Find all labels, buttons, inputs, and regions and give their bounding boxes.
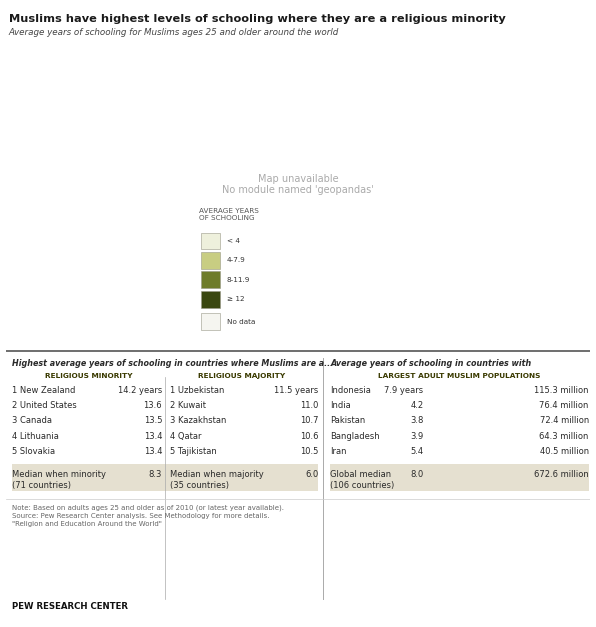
Text: Map unavailable
No module named 'geopandas': Map unavailable No module named 'geopand…	[222, 174, 374, 195]
Text: Average years of schooling in countries with: Average years of schooling in countries …	[330, 359, 532, 368]
Text: 3.8: 3.8	[410, 416, 424, 426]
Text: 4 Lithuania: 4 Lithuania	[12, 431, 58, 441]
Text: 40.5 million: 40.5 million	[540, 447, 589, 456]
FancyBboxPatch shape	[330, 463, 589, 491]
Text: 1 New Zealand: 1 New Zealand	[12, 386, 75, 395]
Text: 7.9 years: 7.9 years	[384, 386, 424, 395]
Text: 13.6: 13.6	[144, 401, 162, 410]
Text: Muslims have highest levels of schooling where they are a religious minority: Muslims have highest levels of schooling…	[9, 14, 505, 24]
Text: 64.3 million: 64.3 million	[539, 431, 589, 441]
Text: 5 Slovakia: 5 Slovakia	[12, 447, 55, 456]
Text: Note: Based on adults ages 25 and older as of 2010 (or latest year available).
S: Note: Based on adults ages 25 and older …	[12, 504, 284, 527]
Text: 10.5: 10.5	[300, 447, 318, 456]
Text: LARGEST ADULT MUSLIM POPULATIONS: LARGEST ADULT MUSLIM POPULATIONS	[378, 373, 541, 379]
Text: 5.4: 5.4	[411, 447, 424, 456]
Text: 14.2 years: 14.2 years	[118, 386, 162, 395]
Text: PEW RESEARCH CENTER: PEW RESEARCH CENTER	[12, 602, 128, 611]
Text: 6.0: 6.0	[305, 470, 318, 480]
Text: 1 Uzbekistan: 1 Uzbekistan	[170, 386, 224, 395]
Text: 13.4: 13.4	[144, 447, 162, 456]
Text: Median when minority
(71 countries): Median when minority (71 countries)	[12, 470, 106, 490]
Text: 672.6 million: 672.6 million	[534, 470, 589, 480]
Text: 2 United States: 2 United States	[12, 401, 76, 410]
FancyBboxPatch shape	[165, 463, 318, 491]
Text: Bangladesh: Bangladesh	[330, 431, 380, 441]
Text: India: India	[330, 401, 351, 410]
Text: 8.0: 8.0	[410, 470, 424, 480]
Text: 11.5 years: 11.5 years	[274, 386, 318, 395]
FancyBboxPatch shape	[12, 463, 165, 491]
Text: 13.5: 13.5	[144, 416, 162, 426]
Text: Average years of schooling for Muslims ages 25 and older around the world: Average years of schooling for Muslims a…	[9, 28, 339, 37]
Text: RELIGIOUS MAJORITY: RELIGIOUS MAJORITY	[198, 373, 285, 379]
Text: 11.0: 11.0	[300, 401, 318, 410]
Text: 3 Canada: 3 Canada	[12, 416, 52, 426]
Text: 76.4 million: 76.4 million	[539, 401, 589, 410]
Text: 3 Kazakhstan: 3 Kazakhstan	[170, 416, 226, 426]
Text: Highest average years of schooling in countries where Muslims are a...: Highest average years of schooling in co…	[12, 359, 333, 368]
Text: 10.7: 10.7	[300, 416, 318, 426]
Text: Global median
(106 countries): Global median (106 countries)	[330, 470, 395, 490]
Text: 13.4: 13.4	[144, 431, 162, 441]
Text: 4 Qatar: 4 Qatar	[170, 431, 201, 441]
Text: 8.3: 8.3	[149, 470, 162, 480]
Text: Iran: Iran	[330, 447, 347, 456]
Text: RELIGIOUS MINORITY: RELIGIOUS MINORITY	[45, 373, 132, 379]
Text: 10.6: 10.6	[300, 431, 318, 441]
Text: 4.2: 4.2	[411, 401, 424, 410]
Text: Pakistan: Pakistan	[330, 416, 365, 426]
Text: 3.9: 3.9	[410, 431, 424, 441]
Text: 115.3 million: 115.3 million	[535, 386, 589, 395]
Text: 2 Kuwait: 2 Kuwait	[170, 401, 206, 410]
Text: 72.4 million: 72.4 million	[539, 416, 589, 426]
Text: Indonesia: Indonesia	[330, 386, 371, 395]
Text: 5 Tajikistan: 5 Tajikistan	[170, 447, 216, 456]
Text: Median when majority
(35 countries): Median when majority (35 countries)	[170, 470, 263, 490]
